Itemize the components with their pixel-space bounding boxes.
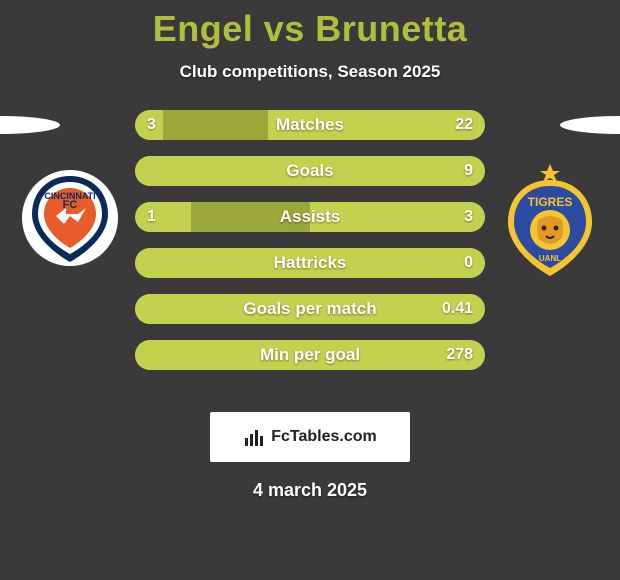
- svg-text:UANL: UANL: [539, 254, 561, 263]
- content-area: CINCINNATI FC TIGRES: [0, 110, 620, 400]
- stat-bar: Assists13: [135, 202, 485, 232]
- bar-fill-right: [135, 156, 485, 186]
- bar-fill-left: [135, 110, 163, 140]
- date-label: 4 march 2025: [0, 480, 620, 501]
- ribbon-icon: [0, 116, 60, 134]
- bar-fill-right: [310, 202, 485, 232]
- subtitle: Club competitions, Season 2025: [0, 62, 620, 82]
- watermark: FcTables.com: [210, 412, 410, 462]
- stat-bars: Matches322 Goals9 Assists13 Hattricks0 Goals…: [135, 110, 485, 386]
- stat-bar: Hattricks0: [135, 248, 485, 278]
- page-title: Engel vs Brunetta: [0, 0, 620, 50]
- watermark-label: FcTables.com: [271, 428, 377, 446]
- comparison-card: Engel vs Brunetta Club competitions, Sea…: [0, 0, 620, 580]
- team-crest-right: TIGRES UANL: [500, 158, 600, 278]
- stat-bar: Goals per match0.41: [135, 294, 485, 324]
- bar-fill-right: [135, 340, 485, 370]
- ribbon-icon: [560, 116, 620, 134]
- right-team-panel: TIGRES UANL: [500, 110, 620, 400]
- left-team-panel: CINCINNATI FC: [0, 110, 120, 400]
- team-crest-left: CINCINNATI FC: [20, 158, 120, 278]
- stat-bar: Goals9: [135, 156, 485, 186]
- bar-fill-right: [135, 248, 485, 278]
- bar-fill-left: [135, 202, 191, 232]
- bar-fill-right: [268, 110, 485, 140]
- chart-icon: [243, 426, 265, 448]
- svg-text:TIGRES: TIGRES: [528, 195, 573, 209]
- bar-fill-right: [135, 294, 485, 324]
- stat-bar: Matches322: [135, 110, 485, 140]
- stat-bar: Min per goal278: [135, 340, 485, 370]
